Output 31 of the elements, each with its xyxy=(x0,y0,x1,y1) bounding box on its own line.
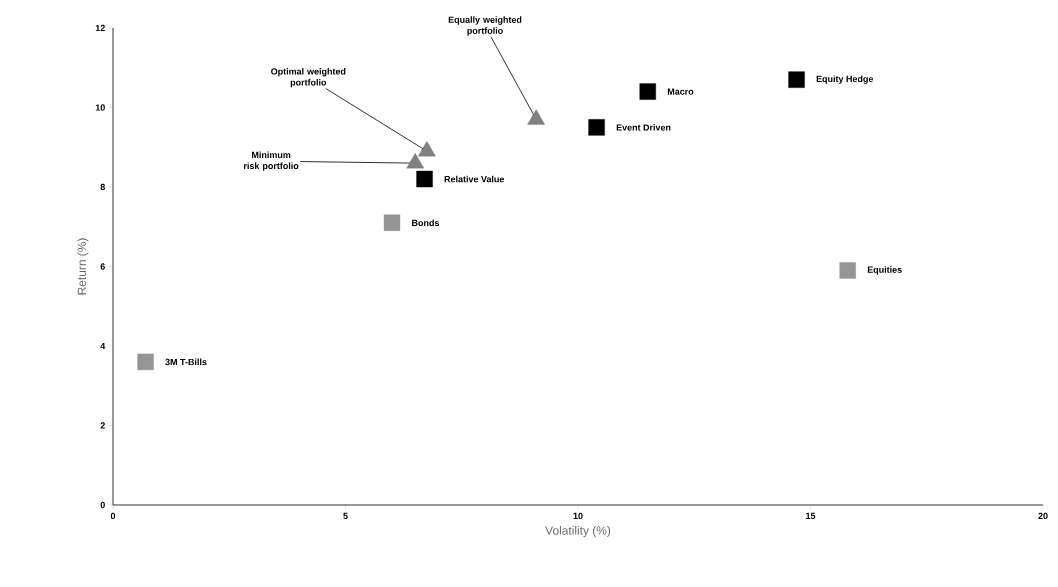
point xyxy=(839,262,856,279)
x-tick-label: 20 xyxy=(1038,512,1048,520)
annotation: Equally weighted portfolio xyxy=(448,16,522,36)
y-tick-label: 8 xyxy=(100,183,105,191)
point xyxy=(416,170,433,188)
x-tick-label: 0 xyxy=(110,512,116,520)
y-tick-label: 10 xyxy=(95,104,105,111)
y-axis-title: Return (%) xyxy=(77,238,89,295)
point xyxy=(788,71,805,88)
point xyxy=(383,214,401,231)
annotation: Event Driven xyxy=(616,124,671,131)
x-tick-label: 10 xyxy=(573,512,583,520)
annotation: 3M T-Bills xyxy=(165,358,207,366)
annotation: Bonds xyxy=(412,219,440,227)
x-tick-label: 15 xyxy=(806,512,816,520)
point xyxy=(588,119,605,136)
annotation: Minimum risk portfolio xyxy=(244,151,299,171)
annotation: Relative Value xyxy=(444,175,505,183)
y-tick-label: 4 xyxy=(100,342,106,350)
point xyxy=(639,83,656,100)
point xyxy=(137,353,154,371)
x-axis-title: Volatility (%) xyxy=(545,525,611,538)
annotation: Equities xyxy=(867,266,902,275)
annotation: Equity Hedge xyxy=(816,75,874,84)
y-tick-label: 0 xyxy=(100,501,105,509)
annotation: Macro xyxy=(667,88,694,95)
x-tick-label: 5 xyxy=(343,512,348,520)
annotation: Optimal weighted portfolio xyxy=(271,68,346,88)
y-tick-label: 12 xyxy=(95,24,105,32)
y-tick-label: 6 xyxy=(100,263,105,270)
y-tick-label: 2 xyxy=(100,422,105,429)
